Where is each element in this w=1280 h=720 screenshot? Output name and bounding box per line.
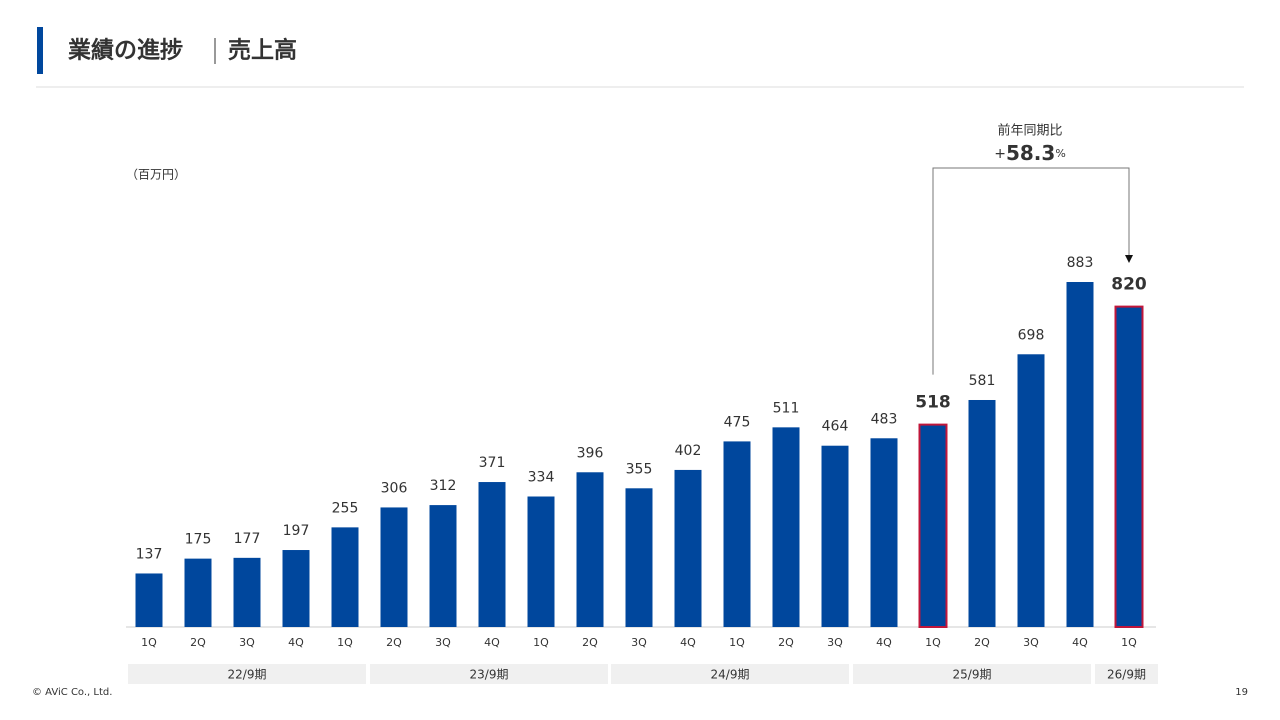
value-label: 475	[724, 414, 751, 430]
comparison-value: +58.3%	[994, 141, 1066, 165]
x-tick-label: 3Q	[239, 636, 255, 649]
bar	[1017, 354, 1045, 627]
value-label: 334	[528, 470, 555, 486]
x-tick-label: 4Q	[484, 636, 500, 649]
page-number: 19	[1235, 687, 1248, 698]
value-label: 197	[283, 523, 310, 539]
group-label: 24/9期	[711, 668, 750, 682]
value-label: 137	[136, 546, 163, 562]
value-label: 175	[185, 532, 212, 548]
value-label: 312	[430, 478, 457, 494]
slide-subtitle: 売上高	[228, 37, 297, 64]
group-band	[370, 664, 608, 684]
bar	[723, 441, 751, 627]
value-label: 355	[626, 461, 653, 477]
value-label: 396	[577, 445, 604, 461]
x-tick-label: 2Q	[582, 636, 598, 649]
x-tick-label: 1Q	[141, 636, 157, 649]
group-band	[1095, 664, 1158, 684]
highlighted-bar	[1114, 305, 1144, 628]
value-label: 581	[969, 373, 996, 389]
group-band	[128, 664, 366, 684]
x-tick-label: 1Q	[729, 636, 745, 649]
highlighted-bar	[918, 423, 948, 628]
x-tick-label: 4Q	[876, 636, 892, 649]
bar	[135, 573, 163, 627]
comparison-connector	[932, 167, 1130, 375]
value-label: 306	[381, 480, 408, 496]
group-label: 25/9期	[953, 668, 992, 682]
title-accent	[37, 27, 43, 74]
comparison-number: 58.3	[1006, 141, 1055, 165]
bar	[380, 507, 408, 627]
x-tick-label: 1Q	[1121, 636, 1137, 649]
bar	[625, 488, 653, 627]
comparison-arrowhead	[1125, 255, 1133, 263]
value-label: 820	[1111, 275, 1147, 295]
value-label: 511	[773, 400, 800, 416]
value-label: 402	[675, 443, 702, 459]
x-tick-label: 4Q	[288, 636, 304, 649]
value-label: 464	[822, 419, 849, 435]
value-label: 698	[1018, 327, 1045, 343]
value-label: 483	[871, 411, 898, 427]
copyright: © AViC Co., Ltd.	[32, 687, 112, 698]
value-label: 883	[1067, 255, 1094, 271]
x-tick-label: 2Q	[190, 636, 206, 649]
bar	[429, 505, 457, 627]
bar	[1066, 282, 1094, 627]
bar	[233, 557, 261, 627]
group-label: 22/9期	[228, 668, 267, 682]
bar	[527, 496, 555, 627]
bar	[870, 438, 898, 627]
bar	[478, 482, 506, 627]
slide-title: 業績の進捗	[67, 37, 183, 64]
x-tick-label: 1Q	[533, 636, 549, 649]
value-label: 371	[479, 455, 506, 471]
group-band	[853, 664, 1091, 684]
x-tick-label: 3Q	[435, 636, 451, 649]
x-tick-label: 3Q	[631, 636, 647, 649]
bar	[184, 558, 212, 627]
group-label: 26/9期	[1107, 668, 1146, 682]
x-tick-label: 3Q	[1023, 636, 1039, 649]
comparison-prefix: +	[994, 146, 1006, 162]
x-tick-label: 1Q	[337, 636, 353, 649]
bar	[674, 469, 702, 627]
x-tick-label: 3Q	[827, 636, 843, 649]
group-label: 23/9期	[470, 668, 509, 682]
group-band	[611, 664, 849, 684]
bar	[331, 527, 359, 627]
bar	[772, 427, 800, 627]
bar	[821, 445, 849, 627]
value-label: 255	[332, 500, 359, 516]
comparison-suffix: %	[1055, 147, 1065, 160]
x-tick-label: 1Q	[925, 636, 941, 649]
value-label: 177	[234, 531, 261, 547]
x-tick-label: 4Q	[1072, 636, 1088, 649]
value-label: 518	[915, 393, 951, 413]
x-tick-label: 4Q	[680, 636, 696, 649]
x-tick-label: 2Q	[386, 636, 402, 649]
bar	[968, 399, 996, 627]
bar	[282, 550, 310, 627]
comparison-label: 前年同期比	[997, 123, 1062, 139]
bar	[576, 472, 604, 627]
x-tick-label: 2Q	[778, 636, 794, 649]
x-tick-label: 2Q	[974, 636, 990, 649]
unit-label: （百万円）	[126, 168, 186, 182]
